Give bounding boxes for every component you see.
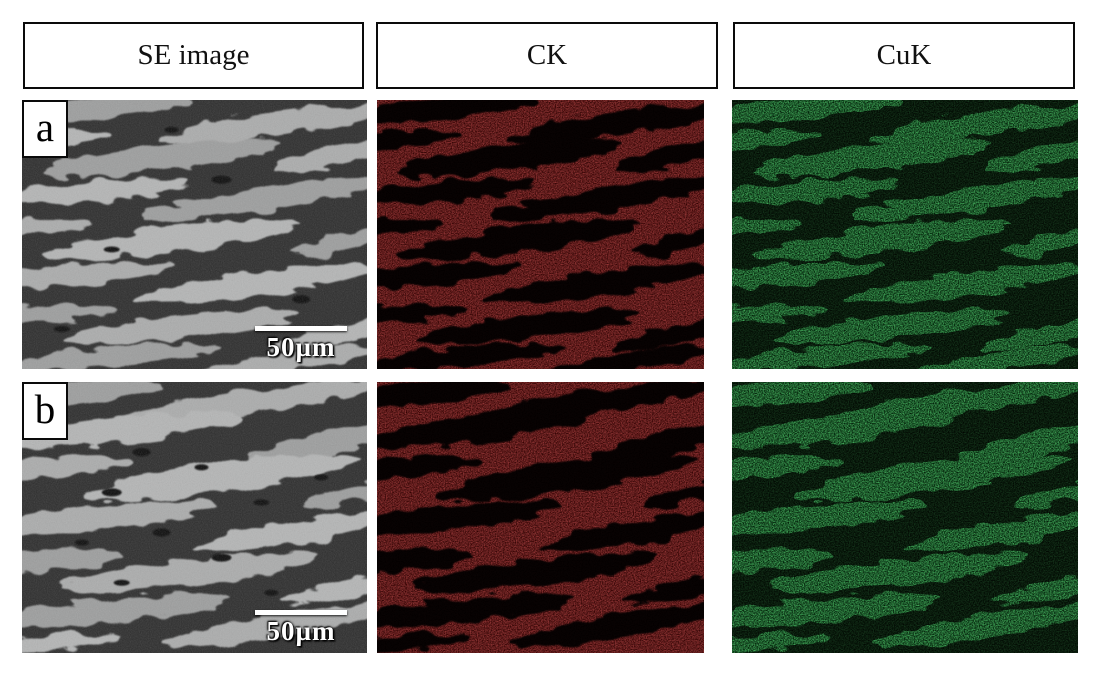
panel-label-a: a: [22, 100, 68, 158]
se-micrograph-b: b 50µm: [22, 382, 367, 653]
scale-bar-b: 50µm: [255, 610, 347, 647]
column-header-ck-label: CK: [526, 39, 568, 71]
column-header-se-image-label: SE image: [137, 39, 250, 71]
column-header-se-image: SE image: [23, 22, 364, 89]
scale-bar-a-line: [255, 326, 347, 331]
column-header-ck: CK: [376, 22, 718, 89]
column-header-cuk-label: CuK: [876, 39, 932, 71]
cuk-map-a: [732, 100, 1078, 369]
panel-label-a-text: a: [35, 103, 55, 150]
panel-label-b: b: [22, 382, 68, 440]
scale-bar-b-label: 50µm: [266, 616, 336, 646]
scale-bar-a-label: 50µm: [266, 332, 336, 362]
cuk-map-b: [732, 382, 1078, 653]
ck-map-a: [377, 100, 704, 369]
ck-map-b: [377, 382, 704, 653]
se-micrograph-a: a 50µm: [22, 100, 367, 369]
scale-bar-a: 50µm: [255, 326, 347, 363]
panel-label-b-text: b: [34, 385, 56, 432]
scale-bar-b-line: [255, 610, 347, 615]
column-header-cuk: CuK: [733, 22, 1075, 89]
